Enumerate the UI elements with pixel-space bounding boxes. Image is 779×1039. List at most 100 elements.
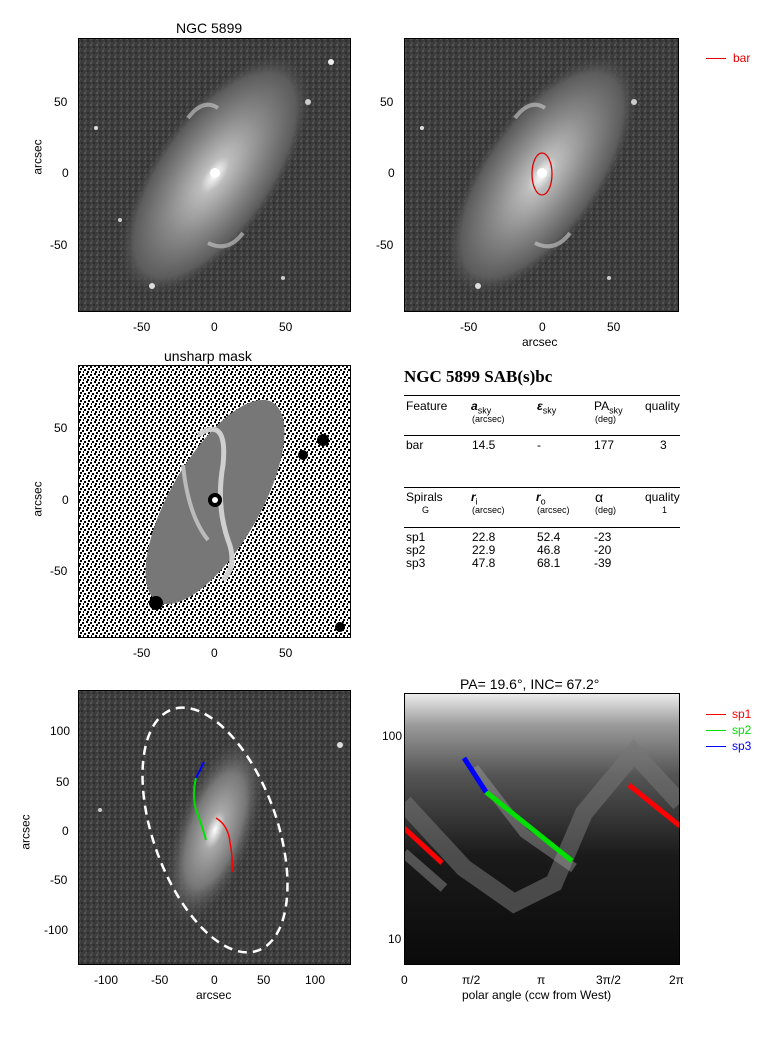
panel4-image bbox=[78, 690, 351, 965]
panel5-xtick: 2π bbox=[669, 973, 684, 987]
panel4-ytick: 0 bbox=[62, 824, 69, 838]
table-rule bbox=[404, 435, 680, 436]
spiral-ri: 47.8 bbox=[472, 556, 496, 570]
panel2-ytick: -50 bbox=[376, 238, 394, 252]
spiral-alpha: -39 bbox=[594, 556, 612, 570]
panel4-ytick: -100 bbox=[44, 923, 69, 937]
bar-header-eps: εsky bbox=[537, 399, 557, 416]
bar-legend-label: bar bbox=[733, 51, 751, 65]
panel2-image bbox=[404, 38, 679, 312]
bar-row-eps: - bbox=[537, 438, 541, 452]
bar-header-quality: quality bbox=[645, 399, 680, 413]
sp2-fit bbox=[484, 790, 574, 863]
spiral-header-class: G bbox=[422, 505, 430, 515]
bar-header-feature: Feature bbox=[406, 399, 448, 413]
panel5-title: PA= 19.6°, INC= 67.2° bbox=[460, 676, 600, 692]
spiral-alpha: -20 bbox=[594, 543, 612, 557]
panel5-image bbox=[404, 693, 680, 965]
panel3-xtick: 50 bbox=[279, 646, 293, 660]
panel2-xtick: -50 bbox=[460, 320, 478, 334]
sp2-legend-label: sp2 bbox=[732, 723, 752, 737]
panel4-xtick: -50 bbox=[151, 973, 169, 987]
sp1-legend-label: sp1 bbox=[732, 707, 752, 721]
sp2-trace bbox=[193, 777, 207, 841]
table-heading: NGC 5899 SAB(s)bc bbox=[404, 367, 553, 386]
spiral-name: sp2 bbox=[406, 543, 426, 557]
sp2-legend-line bbox=[706, 730, 726, 731]
spiral-header-quality: quality bbox=[645, 490, 680, 504]
panel1-ytick: 50 bbox=[54, 95, 68, 109]
spiral-header-alpha: α bbox=[595, 489, 604, 505]
panel4-ylabel: arcsec bbox=[18, 814, 33, 850]
spiral-header-alpha-unit: (deg) bbox=[595, 505, 617, 515]
panel5-xtick: π/2 bbox=[462, 973, 481, 987]
bar-header-pa: PAsky bbox=[594, 399, 623, 416]
panel3-ylabel: arcsec bbox=[30, 481, 45, 517]
panel2-ytick: 0 bbox=[388, 166, 395, 180]
panel3-xtick: 0 bbox=[211, 646, 218, 660]
panel5-xlabel: polar angle (ccw from West) bbox=[462, 988, 612, 1002]
panel2-xtick: 0 bbox=[539, 320, 546, 334]
panel4-xtick: 100 bbox=[305, 973, 326, 987]
panel3-ytick: 0 bbox=[62, 493, 69, 507]
spiral-ro: 52.4 bbox=[537, 530, 561, 544]
spiral-header-ri: ri bbox=[471, 490, 478, 507]
panel5-xtick: 3π/2 bbox=[596, 973, 621, 987]
table-rule bbox=[404, 487, 680, 488]
bar-header-a-unit: (arcsec) bbox=[472, 414, 505, 424]
panel3-image bbox=[78, 365, 351, 638]
panel1-ylabel: arcsec bbox=[30, 139, 45, 175]
sp1-fit bbox=[404, 783, 680, 865]
bar-legend-line bbox=[706, 58, 726, 59]
panel4-ytick: -50 bbox=[50, 873, 68, 887]
panel1-xtick: 0 bbox=[211, 320, 218, 334]
spiral-header-ri-unit: (arcsec) bbox=[472, 505, 505, 515]
panel3-xtick: -50 bbox=[133, 646, 151, 660]
panel1-xtick: 50 bbox=[279, 320, 293, 334]
panel2-xlabel: arcsec bbox=[522, 335, 558, 349]
panel5-ytick: 10 bbox=[388, 932, 402, 946]
spiral-header-ro: ro bbox=[536, 490, 546, 507]
panel5-xtick: 0 bbox=[401, 973, 408, 987]
sp1-trace bbox=[215, 817, 233, 873]
panel4-ytick: 50 bbox=[56, 775, 70, 789]
spiral-name: sp1 bbox=[406, 530, 426, 544]
panel1-ytick: -50 bbox=[50, 238, 68, 252]
bar-row-a: 14.5 bbox=[472, 438, 496, 452]
panel4-xtick: -100 bbox=[94, 973, 119, 987]
spiral-alpha: -23 bbox=[594, 530, 612, 544]
sp3-trace bbox=[195, 761, 205, 779]
spiral-header-label: Spirals bbox=[406, 490, 443, 504]
panel5-ytick: 100 bbox=[382, 729, 403, 743]
panel4-ytick: 100 bbox=[50, 724, 71, 738]
bar-header-pa-unit: (deg) bbox=[595, 414, 617, 424]
sp3-legend-line bbox=[706, 746, 726, 747]
spiral-name: sp3 bbox=[406, 556, 426, 570]
bar-row-quality: 3 bbox=[660, 438, 667, 452]
panel1-frame bbox=[78, 38, 351, 312]
panel2-ytick: 50 bbox=[380, 95, 394, 109]
sp3-legend-label: sp3 bbox=[732, 739, 752, 753]
bar-row-feature: bar bbox=[406, 438, 424, 452]
spiral-ro: 46.8 bbox=[537, 543, 561, 557]
bar-header-a: asky bbox=[471, 399, 492, 416]
panel1-title: NGC 5899 bbox=[176, 20, 243, 36]
panel4-xtick: 50 bbox=[257, 973, 271, 987]
panel5-xtick: π bbox=[537, 973, 546, 987]
panel1-ytick: 0 bbox=[62, 166, 69, 180]
table-rule bbox=[404, 395, 680, 396]
table-rule bbox=[404, 527, 680, 528]
spiral-ri: 22.8 bbox=[472, 530, 496, 544]
deprojection-ellipse bbox=[141, 706, 289, 954]
spiral-ri: 22.9 bbox=[472, 543, 496, 557]
bar-row-pa: 177 bbox=[594, 438, 615, 452]
panel3-ytick: 50 bbox=[54, 421, 68, 435]
panel4-xtick: 0 bbox=[211, 973, 218, 987]
spiral-header-ro-unit: (arcsec) bbox=[537, 505, 570, 515]
spiral-header-quality-val: 1 bbox=[662, 505, 668, 515]
panel4-xlabel: arcsec bbox=[196, 988, 232, 1002]
panel3-title: unsharp mask bbox=[164, 348, 252, 364]
panel2-xtick: 50 bbox=[607, 320, 621, 334]
panel1-xtick: -50 bbox=[133, 320, 151, 334]
panel3-ytick: -50 bbox=[50, 564, 68, 578]
